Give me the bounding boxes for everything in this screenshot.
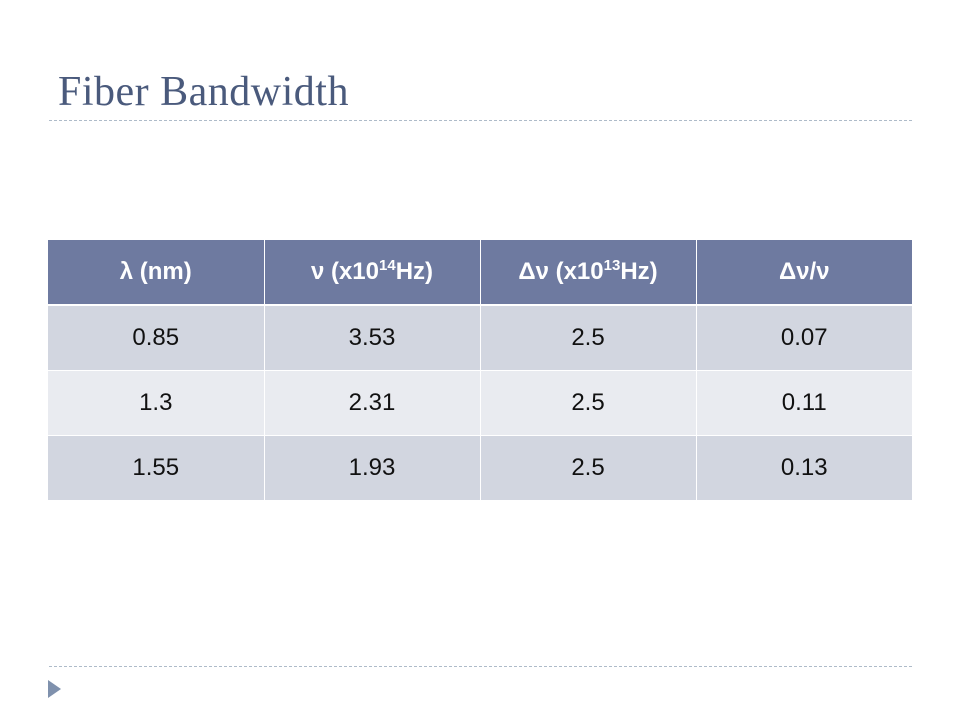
slide-title: Fiber Bandwidth xyxy=(58,69,349,115)
title-divider xyxy=(49,120,912,121)
table-cell: 2.5 xyxy=(480,305,697,371)
table-cell: 2.31 xyxy=(264,370,481,436)
table-cell: 2.5 xyxy=(480,435,697,501)
triangle-right-icon xyxy=(48,680,61,698)
table-cell: 0.07 xyxy=(696,305,912,371)
header-bandwidth: Δν (x1013Hz) xyxy=(480,240,697,306)
table-row: 1.55 1.93 2.5 0.13 xyxy=(48,435,912,501)
header-frequency: ν (x1014Hz) xyxy=(264,240,481,306)
footer-divider xyxy=(49,666,912,667)
table-cell: 0.11 xyxy=(696,370,912,436)
table-row: 1.3 2.31 2.5 0.11 xyxy=(48,370,912,436)
table-header-row: λ (nm) ν (x1014Hz) Δν (x1013Hz) Δν/ν xyxy=(48,240,912,306)
table-cell: 0.13 xyxy=(696,435,912,501)
bandwidth-table: λ (nm) ν (x1014Hz) Δν (x1013Hz) Δν/ν 0.8… xyxy=(48,240,912,501)
table-cell: 1.93 xyxy=(264,435,481,501)
header-wavelength: λ (nm) xyxy=(48,240,265,306)
table-cell: 3.53 xyxy=(264,305,481,371)
table-cell: 2.5 xyxy=(480,370,697,436)
table-cell: 0.85 xyxy=(48,305,265,371)
table-row: 0.85 3.53 2.5 0.07 xyxy=(48,305,912,371)
header-ratio: Δν/ν xyxy=(696,240,912,306)
table-cell: 1.3 xyxy=(48,370,265,436)
table-cell: 1.55 xyxy=(48,435,265,501)
